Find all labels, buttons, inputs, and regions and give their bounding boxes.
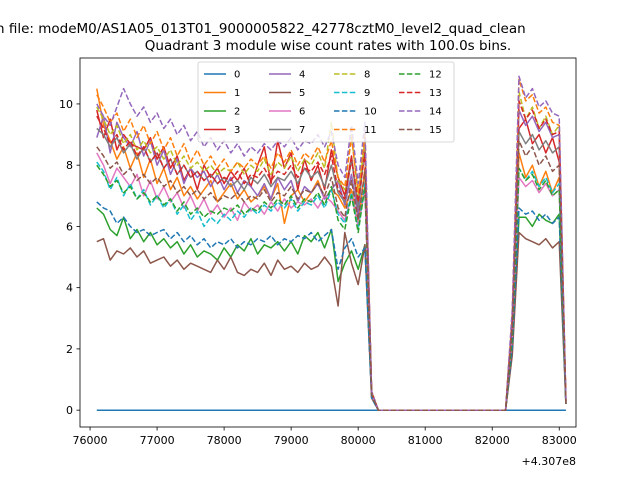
x-tick-label-83000: 83000 <box>542 434 577 447</box>
legend-label-7: 7 <box>299 125 305 136</box>
legend-label-10: 10 <box>364 107 377 118</box>
legend-box <box>197 61 455 143</box>
x-tick-label-80000: 80000 <box>341 434 376 447</box>
legend-label-12: 12 <box>429 70 442 81</box>
legend-label-3: 3 <box>234 125 240 136</box>
legend-label-9: 9 <box>364 88 370 99</box>
series-lines <box>96 75 567 411</box>
figure-suptitle: n file: modeM0/AS1A05_013T01_9000005822_… <box>0 21 526 37</box>
legend-label-4: 4 <box>299 70 305 81</box>
y-axis: 0 2 4 6 8 10 <box>59 98 80 417</box>
legend-label-8: 8 <box>364 70 370 81</box>
x-tick-label-76000: 76000 <box>73 434 108 447</box>
legend-label-0: 0 <box>234 70 240 81</box>
y-tick-label-6: 6 <box>66 220 73 233</box>
legend-label-15: 15 <box>429 125 442 136</box>
legend-label-1: 1 <box>234 88 240 99</box>
legend-label-14: 14 <box>429 107 442 118</box>
x-tick-label-81000: 81000 <box>408 434 443 447</box>
series-line-15 <box>96 139 567 411</box>
x-tick-label-78000: 78000 <box>207 434 242 447</box>
legend-label-6: 6 <box>299 107 305 118</box>
x-tick-label-82000: 82000 <box>475 434 510 447</box>
x-offset-label: +4.307e8 <box>522 455 576 468</box>
chart-title: Quadrant 3 module wise count rates with … <box>145 38 511 54</box>
y-tick-label-10: 10 <box>59 98 73 111</box>
y-tick-label-2: 2 <box>66 343 73 356</box>
x-tick-label-79000: 79000 <box>274 434 309 447</box>
legend-label-11: 11 <box>364 125 377 136</box>
y-tick-label-0: 0 <box>66 404 73 417</box>
series-line-13 <box>96 100 567 411</box>
plot-frame <box>79 57 577 428</box>
x-axis: 76000 77000 78000 79000 80000 81000 82000 83000 <box>73 427 577 447</box>
legend-label-13: 13 <box>429 88 442 99</box>
legend-label-5: 5 <box>299 88 305 99</box>
y-tick-label-8: 8 <box>66 159 73 172</box>
legend-label-2: 2 <box>234 107 240 118</box>
y-tick-label-4: 4 <box>66 282 73 295</box>
x-tick-label-77000: 77000 <box>140 434 175 447</box>
